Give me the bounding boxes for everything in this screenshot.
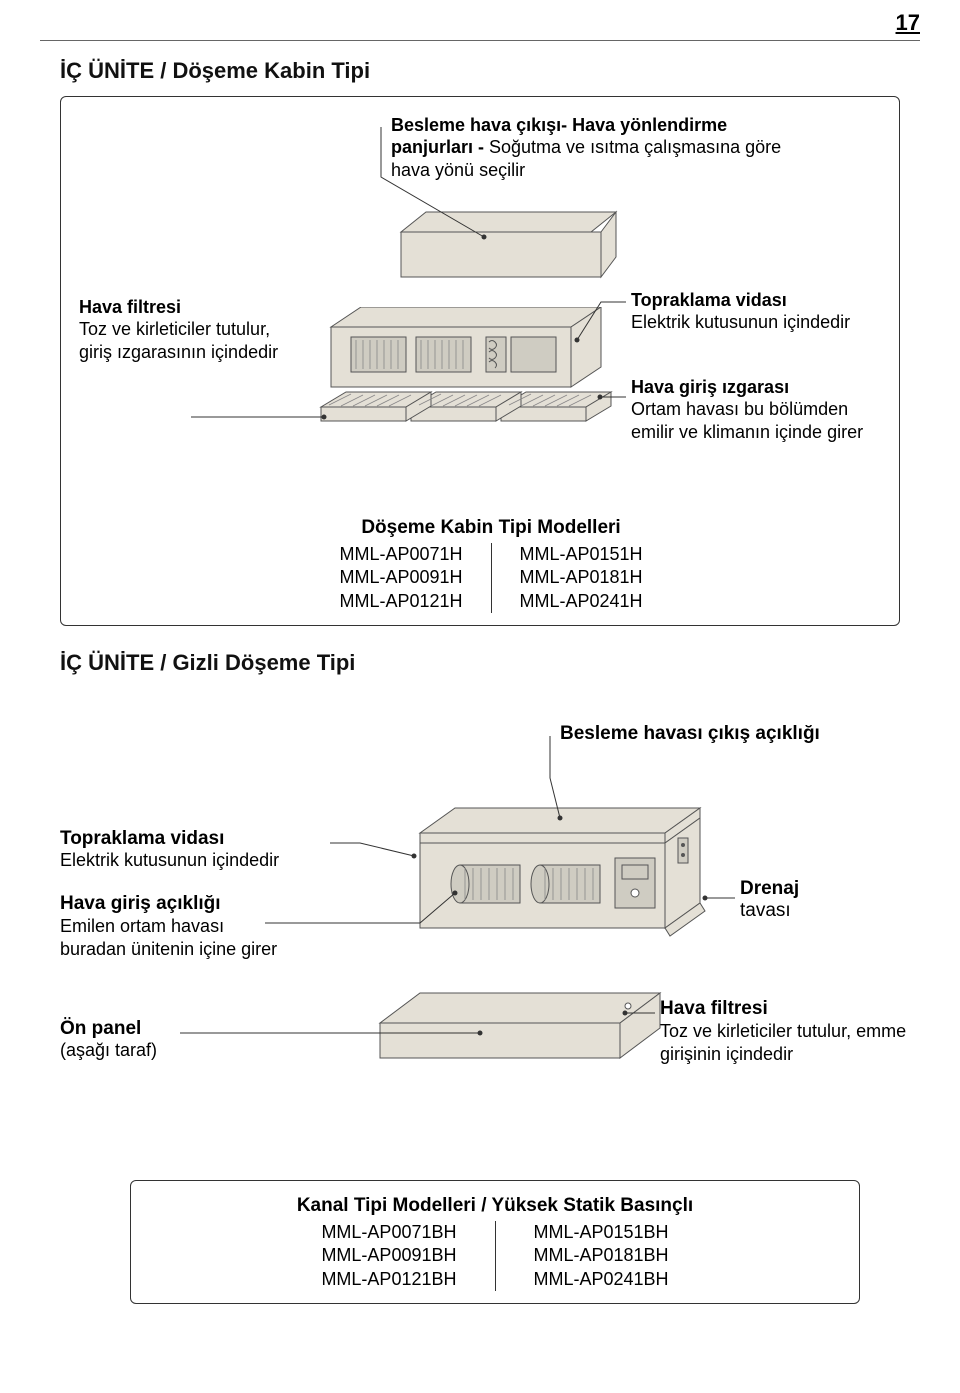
section1-frame: Besleme hava çıkışı- Hava yönlendirme pa… [60,96,900,626]
model-item: MML-AP0091BH [321,1244,456,1267]
model-item: MML-AP0121BH [321,1268,456,1291]
callout-intake-grill-title: Hava giriş ızgarası [631,377,881,398]
page-rule [40,40,920,41]
model-item: MML-AP0151BH [534,1221,669,1244]
diagram-concealed-unit [400,803,720,978]
models3-col1: MML-AP0071BH MML-AP0091BH MML-AP0121BH [283,1221,494,1291]
model-item: MML-AP0071H [339,543,462,566]
diagram-front-panel [370,988,680,1098]
callout-intake-opening-title: Hava giriş açıklığı [60,893,280,915]
callout-drain-pan: Drenaj tavası [740,878,900,922]
callout-ground-screw-2: Topraklama vidası Elektrik kutusunun içi… [60,828,340,871]
section-1: İÇ ÜNİTE / Döşeme Kabin Tipi Besleme hav… [60,58,900,626]
callout-intake-opening: Hava giriş açıklığı Emilen ortam havası … [60,893,280,960]
diagram-cabinet-top [391,207,621,285]
model-item: MML-AP0241BH [534,1268,669,1291]
callout-supply-opening: Besleme havası çıkış açıklığı [560,723,860,745]
callout-ground-screw-title: Topraklama vidası [631,290,871,311]
callout-drain-pan-title: Drenaj [740,878,900,900]
models-col1: MML-AP0071H MML-AP0091H MML-AP0121H [311,543,490,613]
models-duct-box: Kanal Tipi Modelleri / Yüksek Statik Bas… [130,1180,860,1304]
callout-supply-opening-title: Besleme havası çıkış açıklığı [560,723,820,744]
callout-air-filter-title: Hava filtresi [79,297,279,318]
diagram-cabinet-exploded [311,307,631,482]
section2-title: İÇ ÜNİTE / Gizli Döşeme Tipi [60,650,900,676]
model-item: MML-AP0071BH [321,1221,456,1244]
callout-front-panel-title: Ön panel [60,1018,260,1040]
models-duct-title: Kanal Tipi Modelleri / Yüksek Statik Bas… [149,1195,841,1217]
model-item: MML-AP0181H [520,566,643,589]
callout-air-filter-2: Hava filtresi Toz ve kirleticiler tutulu… [660,998,920,1065]
models3-col2: MML-AP0151BH MML-AP0181BH MML-AP0241BH [495,1221,707,1291]
callout-air-filter-body: Toz ve kirleticiler tutulur, giriş ızgar… [79,318,279,363]
models-floor-cabinet: Döşeme Kabin Tipi Modelleri MML-AP0071H … [261,517,721,613]
callout-ground-screw-2-title: Topraklama vidası [60,828,224,849]
model-item: MML-AP0241H [520,590,643,613]
page-number: 17 [896,10,920,36]
model-item: MML-AP0181BH [534,1244,669,1267]
callout-front-panel: Ön panel (aşağı taraf) [60,1018,260,1061]
models-col2: MML-AP0151H MML-AP0181H MML-AP0241H [491,543,671,613]
callout-ground-screw-body: Elektrik kutusunun içindedir [631,311,871,334]
model-item: MML-AP0091H [339,566,462,589]
callout-air-filter-2-title: Hava filtresi [660,998,920,1020]
callout-air-filter-2-body: Toz ve kirleticiler tutulur, emme girişi… [660,1020,920,1065]
model-item: MML-AP0151H [520,543,643,566]
section1-title: İÇ ÜNİTE / Döşeme Kabin Tipi [60,58,900,84]
callout-drain-pan-body: tavası [740,900,900,922]
callout-intake-grill: Hava giriş ızgarası Ortam havası bu bölü… [631,377,881,443]
callout-ground-screw: Topraklama vidası Elektrik kutusunun içi… [631,290,871,334]
section2-area: Besleme havası çıkış açıklığı [60,688,900,1138]
callout-air-filter: Hava filtresi Toz ve kirleticiler tutulu… [79,297,279,363]
model-item: MML-AP0121H [339,590,462,613]
models-floor-cabinet-title: Döşeme Kabin Tipi Modelleri [261,517,721,539]
callout-ground-screw-2-body: Elektrik kutusunun içindedir [60,850,279,870]
section-2: İÇ ÜNİTE / Gizli Döşeme Tipi Besleme hav… [60,650,900,1138]
callout-intake-grill-body: Ortam havası bu bölümden emilir ve klima… [631,398,881,443]
callout-front-panel-body: (aşağı taraf) [60,1040,260,1061]
callout-supply-air: Besleme hava çıkışı- Hava yönlendirme pa… [391,115,791,181]
callout-intake-opening-body: Emilen ortam havası buradan ünitenin içi… [60,915,280,960]
